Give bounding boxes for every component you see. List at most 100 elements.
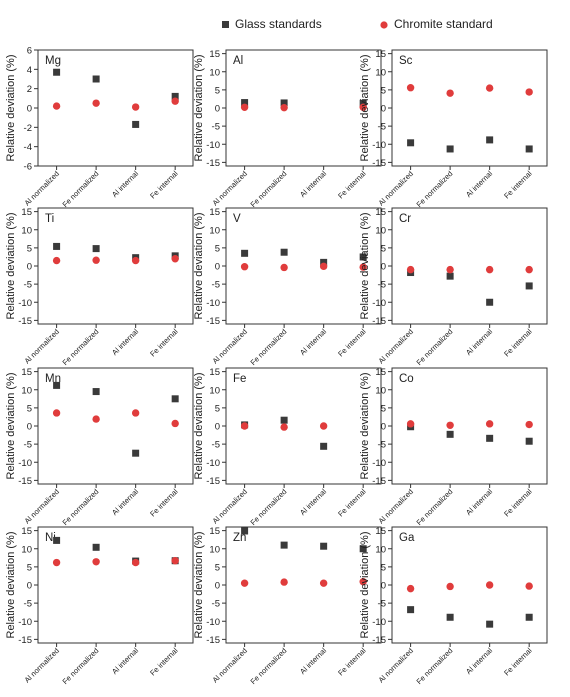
- y-tick-label: -4: [24, 142, 32, 153]
- chromite-point: [92, 558, 100, 566]
- glass-point: [486, 298, 494, 306]
- panel-title: Fe: [233, 373, 246, 385]
- glass-point: [486, 620, 494, 628]
- chromite-point: [171, 419, 179, 428]
- y-tick-label: 5: [215, 243, 220, 254]
- chromite-point: [280, 578, 288, 586]
- chromite-point: [446, 582, 454, 591]
- x-tick-label: Fe normalized: [249, 169, 289, 209]
- legend: Glass standards Chromite standard: [222, 17, 493, 31]
- x-tick-label: Fe internal: [336, 646, 368, 678]
- glass-point: [53, 242, 61, 250]
- y-tick-label: 5: [381, 562, 386, 573]
- panel-co: -15 -10 -5 0 5 10 15 Relative deviation (%) Co Al…: [359, 367, 548, 527]
- glass-point: [446, 430, 454, 438]
- y-tick-label: 5: [215, 403, 220, 414]
- x-tick-label: Fe internal: [502, 646, 534, 678]
- panel-fe: -15 -10 -5 0 5 10 15 Relative deviation (%) Fe Al…: [193, 367, 382, 527]
- y-axis-label: Relative deviation (%): [5, 373, 17, 480]
- y-tick-label: -15: [372, 316, 386, 327]
- y-tick-label: -15: [18, 476, 32, 487]
- panel-zn: -15 -10 -5 0 5 10 15 Relative deviation (%) Zn Al…: [193, 526, 382, 686]
- plot-frame: [391, 367, 548, 485]
- x-tick-label: Fe internal: [336, 487, 368, 519]
- glass-point: [171, 395, 179, 403]
- y-axis-label: Relative deviation (%): [359, 532, 371, 639]
- plot-frame: [225, 49, 382, 167]
- x-tick-label: Al internal: [464, 487, 494, 517]
- x-tick-label: Fe normalized: [249, 646, 289, 686]
- legend-glass-label: Glass standards: [235, 17, 322, 31]
- y-tick-label: -15: [372, 158, 386, 169]
- glass-point: [446, 145, 454, 153]
- y-tick-label: 10: [375, 385, 386, 396]
- glass-point: [241, 99, 249, 107]
- chromite-point: [319, 422, 328, 430]
- chromite-point: [525, 582, 533, 590]
- y-tick-label: 5: [381, 403, 386, 414]
- glass-point: [525, 437, 533, 445]
- y-tick-label: 10: [209, 544, 220, 555]
- panel-v: -15 -10 -5 0 5 10 15 Relative deviation (%) V Al …: [193, 207, 382, 367]
- y-axis-label: Relative deviation (%): [359, 373, 371, 480]
- chromite-point: [131, 256, 140, 265]
- x-tick-label: Fe internal: [336, 169, 368, 201]
- y-tick-label: 5: [215, 85, 220, 96]
- y-axis-label: Relative deviation (%): [193, 213, 205, 320]
- glass-point: [359, 99, 367, 107]
- x-tick-label: Fe normalized: [61, 327, 101, 367]
- x-tick-label: Fe internal: [148, 327, 180, 359]
- y-tick-label: 6: [27, 46, 32, 57]
- x-tick-label: Fe normalized: [61, 646, 101, 686]
- x-tick-label: Fe normalized: [249, 327, 289, 367]
- x-tick-label: Al normalized: [377, 169, 415, 207]
- y-tick-label: -15: [18, 635, 32, 646]
- glass-point: [280, 416, 288, 424]
- y-tick-label: 0: [27, 262, 32, 273]
- y-tick-label: 10: [21, 544, 32, 555]
- x-tick-label: Fe normalized: [415, 487, 455, 527]
- y-tick-label: 15: [375, 526, 386, 537]
- glass-point: [407, 606, 415, 614]
- x-tick-label: Al normalized: [211, 487, 249, 525]
- glass-point: [171, 92, 179, 100]
- x-tick-label: Fe normalized: [61, 487, 101, 527]
- chromite-point: [525, 88, 533, 96]
- plot-frame: [37, 526, 194, 644]
- glass-point: [320, 442, 328, 450]
- y-tick-label: -10: [18, 458, 32, 469]
- y-tick-label: 4: [27, 65, 32, 76]
- panel-title: Zn: [233, 532, 246, 544]
- chromite-point: [92, 415, 100, 423]
- y-tick-label: 5: [27, 562, 32, 573]
- chromite-point: [359, 103, 367, 111]
- glass-point: [241, 249, 249, 257]
- plot-frame: [37, 207, 194, 325]
- y-tick-label: -5: [378, 599, 386, 610]
- chromite-point: [131, 409, 140, 417]
- y-tick-label: -15: [206, 316, 220, 327]
- glass-point: [92, 245, 100, 253]
- chromite-point: [280, 423, 288, 431]
- x-tick-label: Al internal: [298, 646, 328, 676]
- glass-point: [525, 145, 533, 153]
- panel-cr: -15 -10 -5 0 5 10 15 Relative deviation (%) Cr Al…: [359, 207, 548, 367]
- chromite-point: [92, 256, 100, 264]
- y-tick-label: 15: [375, 367, 386, 378]
- chromite-point: [319, 579, 328, 587]
- y-tick-label: -15: [372, 476, 386, 487]
- y-tick-label: 0: [381, 581, 386, 592]
- y-tick-label: -15: [372, 635, 386, 646]
- chromite-point: [406, 584, 415, 593]
- y-tick-label: 15: [375, 49, 386, 60]
- y-tick-label: 10: [375, 544, 386, 555]
- y-tick-label: 0: [27, 581, 32, 592]
- y-tick-label: -5: [212, 280, 220, 291]
- y-tick-label: 10: [209, 225, 220, 236]
- x-tick-label: Al internal: [298, 169, 328, 199]
- glass-point: [486, 136, 494, 144]
- x-tick-label: Al normalized: [211, 646, 249, 684]
- panel-title: Cr: [399, 213, 411, 225]
